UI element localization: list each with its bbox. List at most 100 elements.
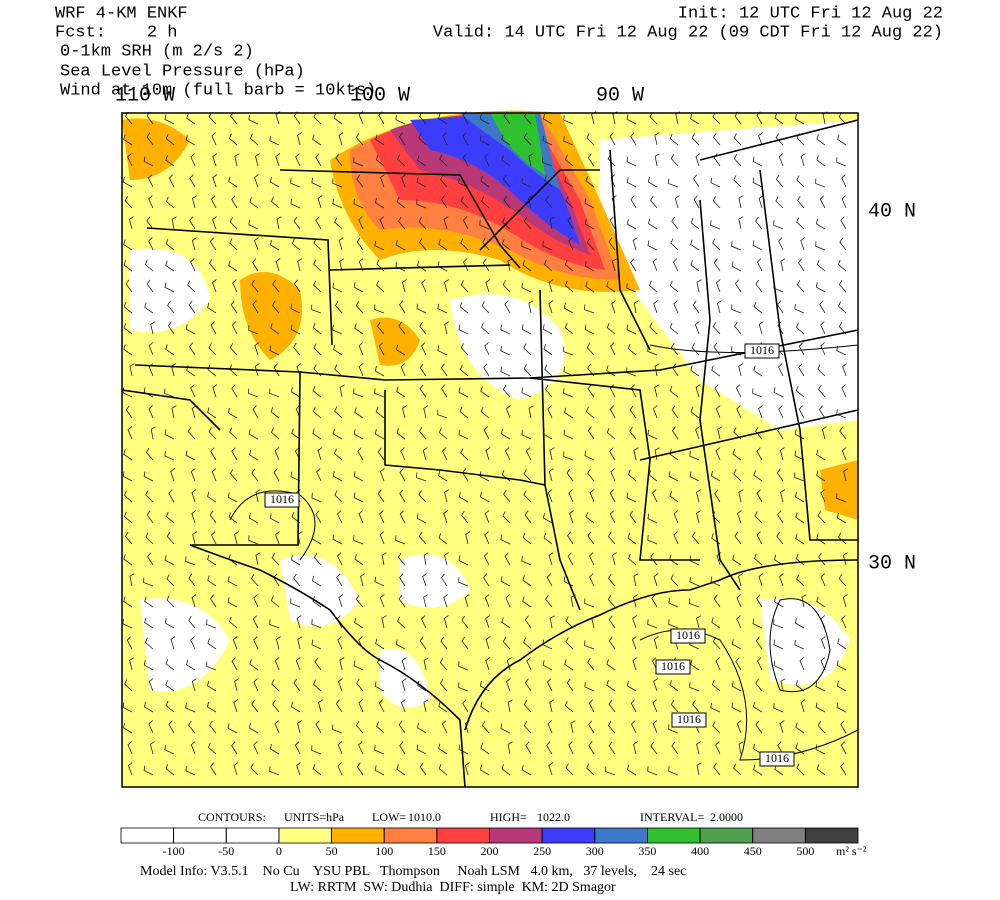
wind-barb	[207, 554, 217, 566]
wind-barb	[626, 283, 637, 293]
wind-barb	[419, 321, 427, 335]
wind-barb	[756, 258, 763, 272]
colorbar-tick-label: 250	[533, 844, 551, 858]
wind-barb	[423, 405, 429, 419]
wind-barb	[837, 259, 847, 272]
wind-barb	[442, 447, 448, 461]
wind-barb	[480, 743, 490, 755]
wind-barb	[171, 216, 177, 230]
wind-barb	[649, 280, 658, 293]
wind-barb	[502, 217, 511, 230]
wind-barb	[841, 384, 847, 398]
wind-barb	[269, 744, 280, 755]
wind-barb	[546, 573, 553, 587]
pressure-label-box	[744, 343, 780, 359]
wind-barb	[253, 678, 259, 692]
wind-barb	[794, 491, 805, 503]
wind-barb	[773, 639, 784, 650]
wind-barb	[164, 450, 175, 461]
wind-barb	[633, 300, 639, 314]
wind-barb	[143, 156, 154, 167]
wind-barb	[272, 699, 280, 713]
wind-barb	[690, 239, 700, 251]
wind-barb	[588, 720, 595, 734]
wind-barb	[398, 594, 406, 608]
wind-barb	[381, 615, 387, 629]
wind-barb	[164, 114, 175, 125]
wind-barb	[379, 510, 385, 524]
wind-barb	[647, 513, 658, 524]
colorbar-box	[752, 827, 806, 844]
wind-barb	[248, 388, 259, 398]
wind-barb	[652, 720, 658, 734]
wind-barb	[673, 300, 679, 314]
wind-barb	[738, 363, 744, 377]
wind-barb	[164, 555, 175, 566]
wind-barb	[505, 447, 511, 461]
wind-barb	[440, 636, 448, 650]
wind-barb	[374, 576, 385, 587]
wind-barb	[839, 426, 847, 440]
wind-barb	[417, 155, 427, 167]
wind-barb	[123, 344, 133, 356]
wind-barb	[207, 680, 217, 692]
wind-barb	[710, 220, 721, 230]
wind-barb	[191, 489, 197, 503]
wind-barb	[585, 281, 595, 293]
colorbar-tick-label: 200	[481, 844, 499, 858]
wind-barb	[647, 240, 658, 251]
wind-barb	[188, 720, 196, 734]
wind-barb	[458, 324, 469, 335]
pressure-label-box	[655, 659, 691, 675]
wind-barb	[127, 762, 133, 776]
wind-barb	[521, 282, 532, 293]
wind-barb	[190, 636, 196, 650]
wind-barb	[395, 114, 406, 125]
wind-barb	[333, 344, 343, 356]
contour-high-label: HIGH=	[490, 810, 527, 824]
wind-barb	[753, 301, 763, 314]
wind-barb	[546, 741, 553, 755]
wind-barb	[416, 513, 427, 524]
wind-barb	[841, 195, 847, 209]
init-time: Init: 12 UTC Fri 12 Aug 22	[678, 4, 943, 23]
wind-barb	[586, 343, 595, 356]
wind-barb	[293, 573, 301, 587]
wind-barb	[147, 174, 154, 188]
wind-barb	[168, 174, 175, 188]
wind-barb	[461, 636, 469, 650]
wind-barb	[229, 427, 238, 440]
wind-barb	[606, 322, 616, 335]
wind-barb	[838, 532, 847, 545]
wind-barb	[608, 573, 616, 587]
wind-barb	[353, 535, 364, 545]
wind-barb	[355, 720, 364, 734]
colorbar-box	[225, 827, 280, 844]
wind-barb	[275, 636, 281, 650]
wind-barb	[484, 531, 490, 545]
wind-barb	[585, 176, 595, 188]
wind-barb	[626, 114, 637, 125]
wind-barb	[270, 407, 280, 419]
wind-barb	[693, 195, 700, 209]
wind-barb	[736, 405, 742, 419]
wind-barb	[652, 258, 658, 272]
wind-barb	[567, 552, 574, 566]
wind-barb	[796, 574, 805, 587]
wind-barb	[146, 510, 154, 524]
wind-barb	[548, 300, 554, 314]
wind-barb	[608, 615, 616, 629]
wind-barb	[164, 618, 175, 629]
wind-barb	[565, 763, 574, 776]
wind-barb	[395, 240, 406, 251]
wind-barb	[165, 344, 175, 356]
wind-barb	[689, 682, 700, 692]
wind-barb	[565, 196, 574, 209]
wind-barb	[123, 239, 133, 251]
wind-barb	[294, 741, 301, 755]
wind-barb	[609, 405, 616, 419]
wind-barb	[611, 552, 617, 566]
wind-barb	[212, 216, 217, 230]
wind-barb	[353, 282, 364, 293]
wind-barb	[774, 596, 784, 608]
